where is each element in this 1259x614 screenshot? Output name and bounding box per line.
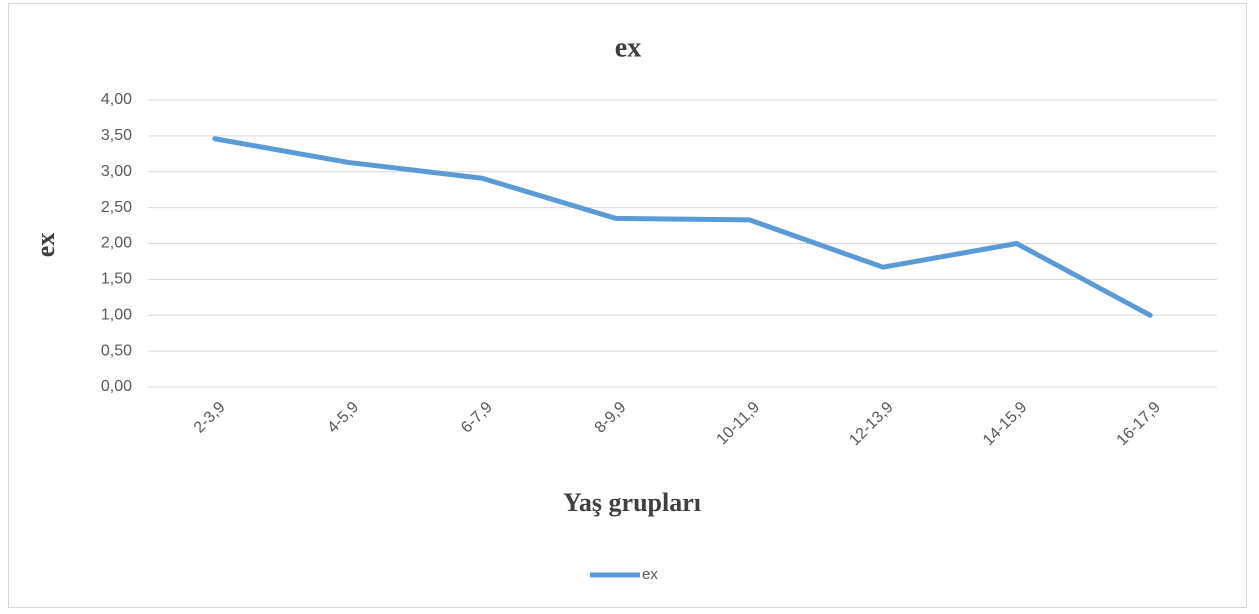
line-series (212, 136, 1153, 318)
y-tick-label: 0,50 (101, 342, 132, 359)
y-tick-label: 1,50 (101, 271, 132, 288)
y-tick-label: 0,00 (101, 378, 132, 395)
chart-title: ex (615, 32, 641, 63)
legend-label: ex (642, 566, 658, 583)
chart-border (8, 3, 1247, 608)
y-tick-label: 3,50 (101, 127, 132, 144)
y-tick-label: 3,00 (101, 163, 132, 180)
y-tick-label: 2,50 (101, 199, 132, 216)
y-tick-label: 1,00 (101, 306, 132, 323)
y-axis-title: ex (31, 233, 60, 258)
x-axis-title: Yaş grupları (563, 488, 701, 517)
y-tick-label: 2,00 (101, 235, 132, 252)
y-tick-label: 4,00 (101, 91, 132, 108)
